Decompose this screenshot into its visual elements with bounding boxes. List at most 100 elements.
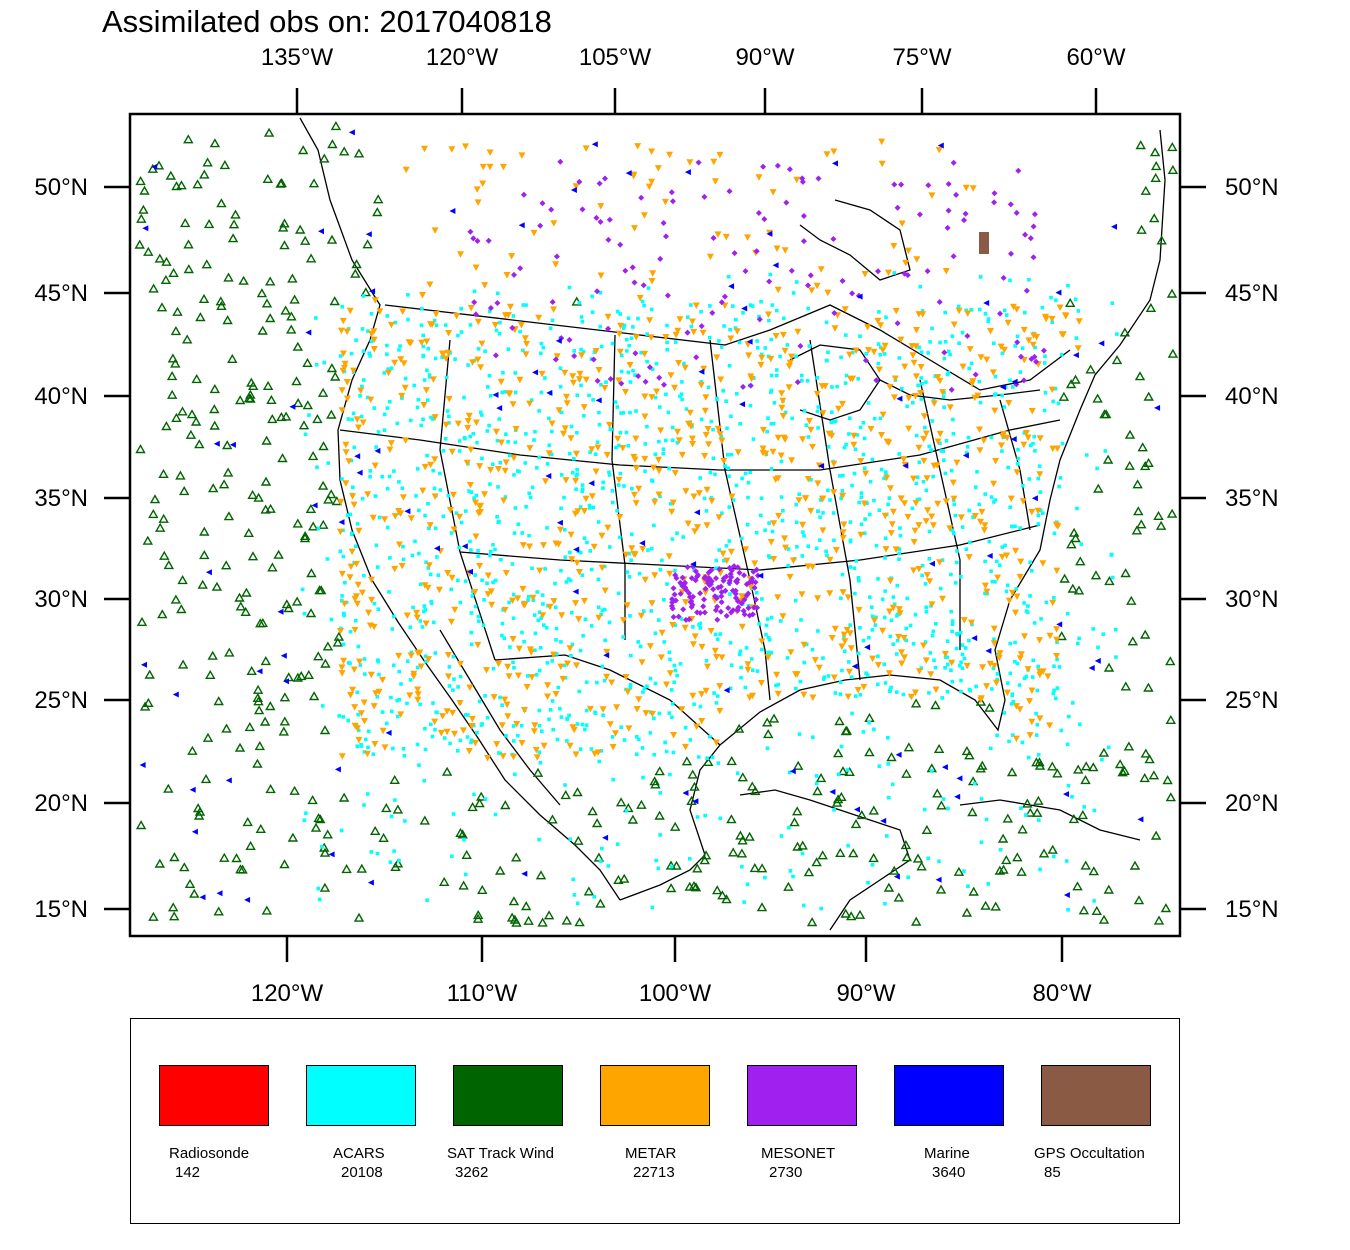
acars-marker: [805, 379, 810, 383]
acars-marker: [488, 394, 493, 398]
mesonet-marker: [839, 277, 846, 284]
acars-marker: [1054, 696, 1058, 701]
acars-marker: [774, 683, 778, 688]
acars-marker: [426, 346, 430, 351]
sat-track-wind-marker: [835, 847, 846, 857]
acars-marker: [320, 704, 325, 708]
acars-marker: [905, 404, 909, 409]
metar-marker: [976, 426, 983, 433]
acars-marker: [797, 492, 801, 496]
mesonet-marker: [1015, 167, 1022, 174]
sat-track-wind-marker: [595, 898, 606, 908]
acars-marker: [1008, 641, 1012, 646]
acars-marker: [426, 398, 430, 402]
metar-marker: [446, 507, 454, 514]
acars-marker: [354, 544, 358, 548]
acars-marker: [524, 432, 528, 436]
acars-marker: [476, 614, 481, 619]
acars-marker: [943, 340, 948, 344]
metar-marker: [497, 378, 505, 386]
mesonet-marker: [831, 310, 838, 316]
acars-marker: [569, 654, 573, 658]
metar-marker: [757, 361, 765, 369]
acars-marker: [376, 430, 381, 434]
marine-marker: [573, 546, 580, 553]
acars-marker: [619, 369, 624, 374]
metar-marker: [568, 556, 576, 563]
acars-marker: [967, 638, 971, 643]
acars-marker: [1023, 310, 1027, 315]
mesonet-marker: [661, 381, 667, 388]
acars-marker: [577, 689, 581, 694]
metar-marker: [840, 631, 848, 639]
metar-marker: [632, 465, 640, 472]
metar-marker: [936, 559, 944, 566]
acars-marker: [360, 327, 365, 331]
mesonet-marker: [710, 235, 717, 241]
sat-track-wind-marker: [338, 792, 350, 802]
acars-marker: [642, 303, 646, 308]
acars-marker: [547, 416, 551, 421]
metar-marker: [948, 659, 956, 667]
sat-track-wind-marker: [299, 533, 311, 543]
mesonet-marker: [936, 299, 943, 305]
metar-marker: [512, 426, 520, 433]
metar-marker: [558, 612, 566, 619]
sat-track-wind-marker: [623, 802, 634, 813]
sat-track-wind-marker: [166, 370, 178, 381]
metar-marker: [779, 331, 787, 339]
metar-marker: [349, 493, 357, 500]
acars-marker: [681, 535, 685, 539]
mesonet-marker: [799, 175, 806, 182]
acars-marker: [870, 628, 875, 632]
acars-marker: [986, 319, 990, 324]
acars-marker: [348, 629, 353, 634]
sat-track-wind-marker: [353, 912, 365, 922]
acars-marker: [366, 329, 370, 333]
acars-marker: [579, 347, 583, 352]
metar-marker: [889, 508, 897, 516]
acars-marker: [485, 715, 490, 720]
acars-marker: [424, 659, 428, 664]
metar-marker: [671, 470, 679, 477]
acars-marker: [711, 456, 716, 461]
sat-track-wind-marker: [168, 267, 179, 277]
sat-track-wind-marker: [961, 745, 973, 756]
acars-marker: [1014, 587, 1018, 591]
metar-marker: [1003, 689, 1011, 697]
acars-marker: [968, 540, 972, 545]
metar-marker: [703, 486, 711, 494]
acars-marker: [992, 637, 996, 642]
mesonet-marker: [709, 309, 716, 316]
marine-marker: [555, 337, 562, 344]
metar-marker: [494, 466, 502, 473]
acars-marker: [642, 609, 646, 613]
sat-track-wind-marker: [573, 835, 584, 845]
mesonet-marker: [629, 264, 636, 271]
acars-marker: [849, 675, 854, 679]
acars-marker: [600, 846, 604, 851]
metar-marker: [370, 623, 378, 631]
left-tick-label: 45°N: [34, 280, 88, 307]
acars-marker: [377, 672, 381, 677]
acars-marker: [388, 400, 392, 404]
acars-marker: [978, 400, 983, 405]
metar-marker: [957, 514, 965, 521]
sat-track-wind-marker: [329, 296, 340, 306]
sat-track-wind-marker: [322, 641, 334, 651]
metar-marker: [850, 432, 858, 440]
acars-marker: [858, 334, 862, 338]
acars-marker: [617, 443, 621, 448]
metar-marker: [451, 730, 458, 738]
acars-marker: [726, 453, 730, 457]
acars-marker: [945, 639, 950, 643]
sat-track-wind-marker: [223, 511, 235, 521]
map-boundary-line: [459, 524, 1041, 571]
acars-marker: [946, 806, 950, 811]
acars-marker: [878, 416, 883, 421]
acars-marker: [624, 337, 629, 342]
acars-marker: [506, 440, 510, 444]
sat-track-wind-marker: [244, 721, 256, 732]
metar-marker: [386, 446, 394, 454]
metar-marker: [347, 692, 355, 699]
